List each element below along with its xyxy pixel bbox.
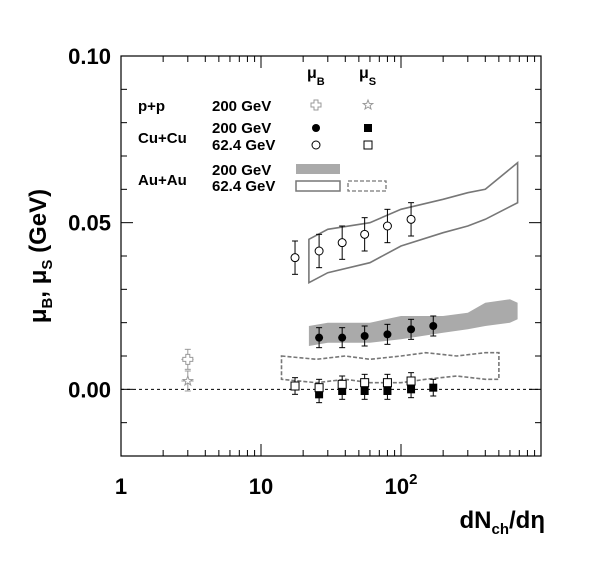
marker — [337, 238, 347, 248]
marker — [182, 353, 194, 365]
legend-band-auau-200 — [296, 164, 340, 174]
y-tick-label: 0.05 — [68, 211, 111, 236]
bands-layer — [280, 161, 519, 384]
legend-header-mu-b: μB — [307, 65, 325, 88]
legend-energy-pp: 200 GeV — [212, 98, 271, 115]
x-axis-title: dNch/dη — [459, 507, 545, 538]
y-title-sub-s: S — [39, 260, 56, 270]
y-title-unit: (GeV) — [25, 189, 52, 260]
data-point-open-star — [181, 370, 195, 392]
marker — [382, 221, 392, 231]
legend-energy-cucu-200: 200 GeV — [212, 120, 271, 137]
legend-system-cucu: Cu+Cu — [138, 130, 187, 147]
data-point-filled-circle — [383, 323, 392, 345]
marker — [406, 214, 416, 224]
legend-band-auau-62-mus — [347, 180, 387, 192]
x-tick-label: 102 — [385, 471, 418, 499]
plot-frame — [120, 55, 542, 457]
data-point-filled-circle — [429, 315, 438, 337]
data-point-open-square — [360, 373, 370, 392]
marker — [338, 333, 347, 342]
data-point-open-square — [314, 378, 324, 397]
marker — [429, 383, 438, 392]
series-layer — [181, 202, 438, 404]
marker — [360, 229, 370, 239]
legend-marker-cucu-62-mub — [311, 140, 321, 150]
legend-marker-pp-mub — [310, 99, 322, 111]
data-point-open-circle — [337, 225, 347, 260]
x-tick-label: 10 — [249, 474, 273, 499]
data-point-filled-circle — [360, 325, 369, 347]
data-point-open-circle — [360, 217, 370, 252]
legend-system-pp: p+p — [138, 98, 165, 115]
data-point-filled-circle — [407, 318, 416, 340]
data-point-open-square — [406, 372, 416, 390]
x-title-tail: /dη — [509, 507, 545, 534]
legend-energy-cucu-62: 62.4 GeV — [212, 137, 275, 154]
band-dashed — [280, 351, 500, 384]
data-point-open-square — [290, 377, 300, 395]
legend-header-mu-s: μS — [359, 65, 376, 88]
data-point-filled-circle — [315, 327, 324, 349]
marker — [360, 332, 369, 340]
marker — [429, 322, 438, 330]
legend-system-auau: Au+Au — [138, 172, 187, 189]
y-axis-title: μB, μS (GeV) — [25, 189, 56, 323]
marker — [314, 246, 324, 256]
x-title-main: dN — [459, 507, 491, 534]
marker — [314, 383, 324, 393]
marker — [181, 374, 195, 387]
data-point-filled-circle — [338, 327, 347, 349]
data-point-open-square — [337, 375, 347, 394]
legend-energy-auau-62: 62.4 GeV — [212, 178, 275, 195]
legend-marker-cucu-200-mus — [364, 124, 372, 132]
marker — [382, 378, 392, 388]
legend-marker-cucu-200-mub — [312, 124, 320, 132]
y-tick-label: 0.00 — [68, 377, 111, 402]
x-title-sub: ch — [491, 521, 509, 538]
y-title-sep: , — [25, 284, 52, 297]
y-tick-label: 0.10 — [68, 44, 111, 69]
data-point-open-circle — [290, 240, 300, 275]
legend-energy-auau-200: 200 GeV — [212, 162, 271, 179]
legend-marker-cucu-62-mus — [363, 140, 373, 150]
marker — [360, 378, 370, 388]
legend-band-auau-62 — [295, 180, 341, 192]
data-point-open-circle — [382, 208, 392, 244]
marker — [290, 253, 300, 263]
band-outline — [308, 161, 519, 285]
marker — [290, 381, 300, 391]
ticks-layer: 1 10 102 0.00 0.05 0.10 — [68, 44, 541, 499]
marker — [406, 376, 416, 386]
y-title-mu-b: μ — [25, 308, 52, 323]
x-tick-label: 1 — [115, 474, 127, 499]
y-title-mu-s: μ — [25, 270, 52, 285]
legend-marker-pp-mus — [361, 98, 375, 111]
marker — [315, 333, 324, 342]
y-title-sub-b: B — [39, 297, 56, 308]
data-point-open-circle — [314, 233, 324, 269]
legend: μB μS p+p 200 GeV Cu+Cu 200 GeV 62.4 GeV… — [138, 65, 387, 195]
data-point-open-square — [382, 373, 392, 392]
data-point-filled-square — [429, 378, 438, 397]
marker — [337, 379, 347, 389]
data-point-open-circle — [406, 202, 416, 237]
data-point-open-cross — [181, 348, 194, 370]
marker — [407, 325, 416, 334]
marker — [383, 330, 392, 339]
